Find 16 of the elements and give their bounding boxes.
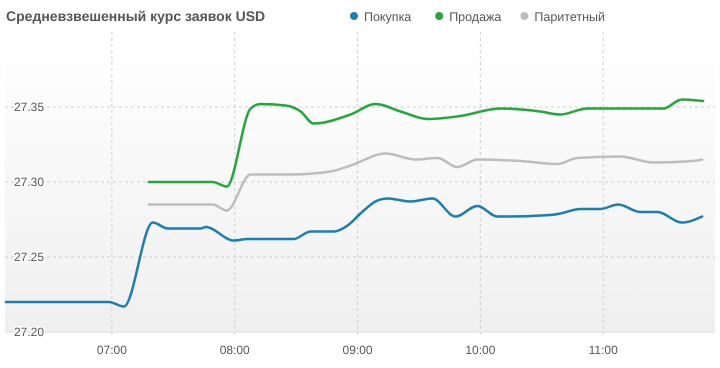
y-tick-label: 27.25 bbox=[14, 250, 44, 264]
x-tick-label: 09:00 bbox=[342, 343, 373, 357]
legend-label: Продажа bbox=[449, 10, 502, 24]
chart-title: Средневзвешенный курс заявок USD bbox=[6, 8, 266, 24]
x-tick-label: 08:00 bbox=[220, 343, 250, 357]
legend-label: Покупка bbox=[364, 10, 412, 24]
x-tick-label: 10:00 bbox=[465, 343, 496, 357]
line-series bbox=[148, 98, 704, 188]
y-tick-label: 27.35 bbox=[14, 100, 44, 114]
legend-label: Паритетный bbox=[534, 10, 606, 24]
x-tick-label: 07:00 bbox=[96, 343, 128, 357]
y-tick-label: 27.30 bbox=[14, 175, 44, 190]
line-series bbox=[4, 197, 704, 308]
y-tick-label: 27.20 bbox=[14, 325, 44, 340]
line-series bbox=[148, 152, 704, 212]
x-tick-label: 11:00 bbox=[588, 343, 618, 357]
